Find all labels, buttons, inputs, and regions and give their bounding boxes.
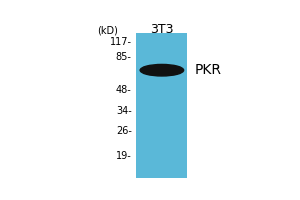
Text: 34-: 34- (116, 106, 132, 116)
Text: 85-: 85- (116, 52, 132, 62)
Text: 19-: 19- (116, 151, 132, 161)
Text: 3T3: 3T3 (150, 23, 174, 36)
Text: (kD): (kD) (97, 25, 118, 35)
Text: PKR: PKR (194, 63, 221, 77)
Text: 48-: 48- (116, 85, 132, 95)
Bar (136, 33, 188, 178)
Text: 26-: 26- (116, 126, 132, 136)
Text: 117-: 117- (110, 37, 132, 47)
Ellipse shape (140, 64, 184, 76)
